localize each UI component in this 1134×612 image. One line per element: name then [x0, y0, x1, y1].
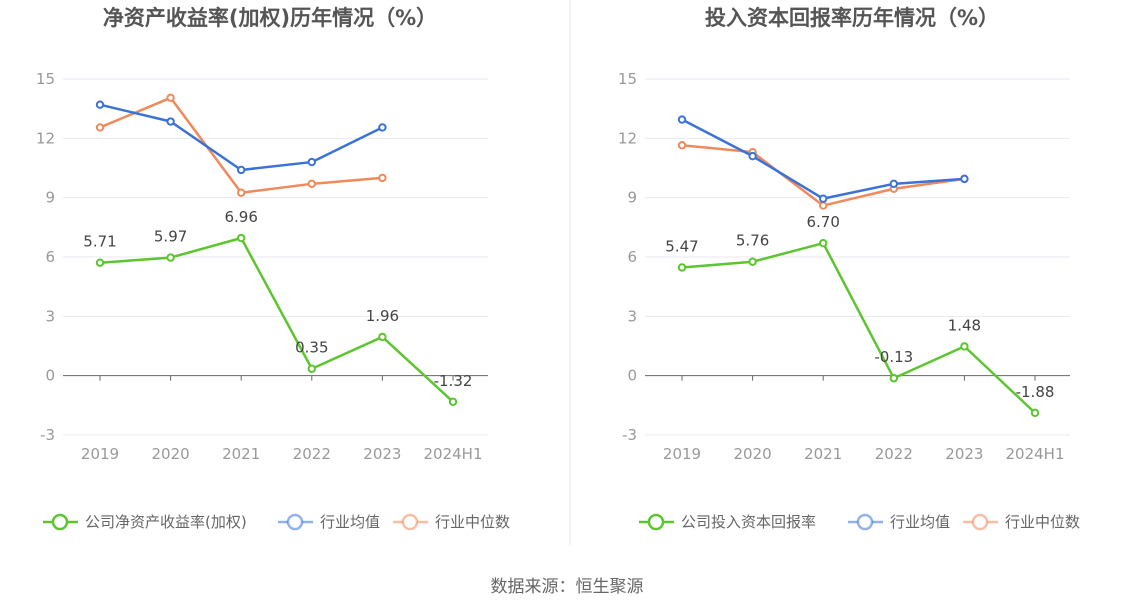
legend-marker[interactable]	[856, 513, 874, 531]
data-point-avg[interactable]	[748, 151, 757, 161]
data-point-company[interactable]	[378, 332, 387, 342]
y-tick-label: 15	[36, 70, 55, 88]
y-tick-label: 12	[36, 129, 55, 147]
data-point-company[interactable]	[166, 253, 175, 262]
data-point-avg[interactable]	[889, 179, 898, 189]
data-point-median[interactable]	[95, 123, 105, 132]
roe-chart-panel: 净资产收益率(加权)历年情况（%） -3 0 3 6 9 12 15 2019 2020 2021 2…	[36, 6, 510, 531]
legend-label-avg[interactable]: 行业均值	[320, 513, 380, 531]
series-line-company	[681, 241, 1036, 414]
data-point-avg[interactable]	[677, 115, 687, 124]
data-point-company[interactable]	[960, 342, 969, 351]
data-label: 5.71	[83, 233, 116, 251]
x-tick-label: 2023	[363, 445, 401, 463]
data-label: 5.97	[154, 228, 187, 246]
y-tick-label: 9	[45, 189, 55, 207]
chart-title: 净资产收益率(加权)历年情况（%）	[103, 6, 437, 30]
data-label: 1.96	[366, 307, 399, 325]
series-line-median	[99, 96, 383, 194]
data-point-median[interactable]	[307, 179, 316, 189]
x-tick-label: 2024H1	[1006, 445, 1065, 463]
data-source-note: 数据来源：恒生聚源	[491, 577, 644, 597]
y-tick-label: 0	[45, 367, 55, 385]
data-label: 6.96	[224, 208, 257, 226]
y-tick-label: 12	[618, 129, 637, 147]
data-point-avg[interactable]	[307, 157, 316, 167]
x-tick-label: 2023	[945, 445, 983, 463]
series-line-company	[99, 236, 454, 403]
x-tick-label: 2021	[222, 445, 260, 463]
data-label: 6.70	[806, 213, 839, 231]
chart-title: 投入资本回报率历年情况（%）	[705, 6, 999, 30]
legend-marker[interactable]	[401, 513, 419, 531]
x-tick-label: 2019	[81, 445, 119, 463]
legend-marker[interactable]	[51, 513, 69, 531]
x-tick-label: 2021	[804, 445, 842, 463]
data-point-company[interactable]	[1030, 408, 1040, 418]
x-tick-label: 2022	[293, 445, 331, 463]
data-point-company[interactable]	[307, 364, 316, 373]
data-point-median[interactable]	[819, 201, 828, 210]
legend-label-median[interactable]: 行业中位数	[1005, 513, 1080, 531]
roic-chart-panel: 投入资本回报率历年情况（%） -3 0 3 6 9 12 15 2019 2020 2021 2022…	[618, 6, 1080, 531]
data-point-company[interactable]	[819, 238, 828, 248]
data-point-median[interactable]	[166, 93, 175, 102]
data-point-company[interactable]	[748, 257, 757, 266]
data-point-company[interactable]	[889, 374, 898, 383]
data-point-median[interactable]	[237, 188, 246, 197]
y-tick-label: -3	[40, 426, 55, 444]
series-line-avg	[681, 118, 965, 200]
y-tick-label: 0	[627, 367, 637, 385]
legend-label-median[interactable]: 行业中位数	[435, 513, 510, 531]
data-point-avg[interactable]	[960, 174, 969, 184]
x-tick-label: 2020	[152, 445, 190, 463]
data-point-company[interactable]	[95, 258, 105, 267]
data-point-avg[interactable]	[378, 123, 387, 132]
data-point-avg[interactable]	[237, 165, 246, 175]
x-tick-label: 2019	[663, 445, 701, 463]
data-point-median[interactable]	[677, 141, 687, 150]
data-label: -1.32	[434, 372, 473, 390]
x-tick-label: 2024H1	[424, 445, 483, 463]
data-point-company[interactable]	[448, 397, 458, 406]
legend-label-avg[interactable]: 行业均值	[890, 513, 950, 531]
y-tick-label: 3	[45, 307, 55, 325]
data-label: -1.88	[1016, 383, 1055, 401]
y-tick-label: 6	[45, 248, 55, 266]
legend-marker[interactable]	[647, 513, 665, 531]
y-tick-label: 9	[627, 189, 637, 207]
y-tick-label: 3	[627, 307, 637, 325]
x-tick-label: 2022	[875, 445, 913, 463]
x-tick-label: 2020	[734, 445, 772, 463]
legend-label-company[interactable]: 公司净资产收益率(加权)	[85, 513, 247, 531]
y-tick-label: -3	[622, 426, 637, 444]
data-point-avg[interactable]	[166, 117, 175, 126]
data-point-avg[interactable]	[95, 100, 105, 109]
data-label: 1.48	[948, 316, 981, 334]
data-label: 0.35	[295, 339, 328, 357]
legend-marker[interactable]	[286, 513, 304, 531]
data-label: -0.13	[874, 348, 913, 366]
legend-label-company[interactable]: 公司投入资本回报率	[681, 513, 816, 531]
data-point-company[interactable]	[237, 233, 246, 243]
y-tick-label: 6	[627, 248, 637, 266]
data-point-company[interactable]	[677, 263, 687, 272]
data-point-avg[interactable]	[819, 194, 828, 203]
data-label: 5.76	[736, 232, 769, 250]
data-point-median[interactable]	[378, 173, 387, 183]
y-tick-label: 15	[618, 70, 637, 88]
data-label: 5.47	[665, 237, 698, 255]
series-line-avg	[99, 103, 383, 172]
legend-marker[interactable]	[971, 513, 989, 531]
